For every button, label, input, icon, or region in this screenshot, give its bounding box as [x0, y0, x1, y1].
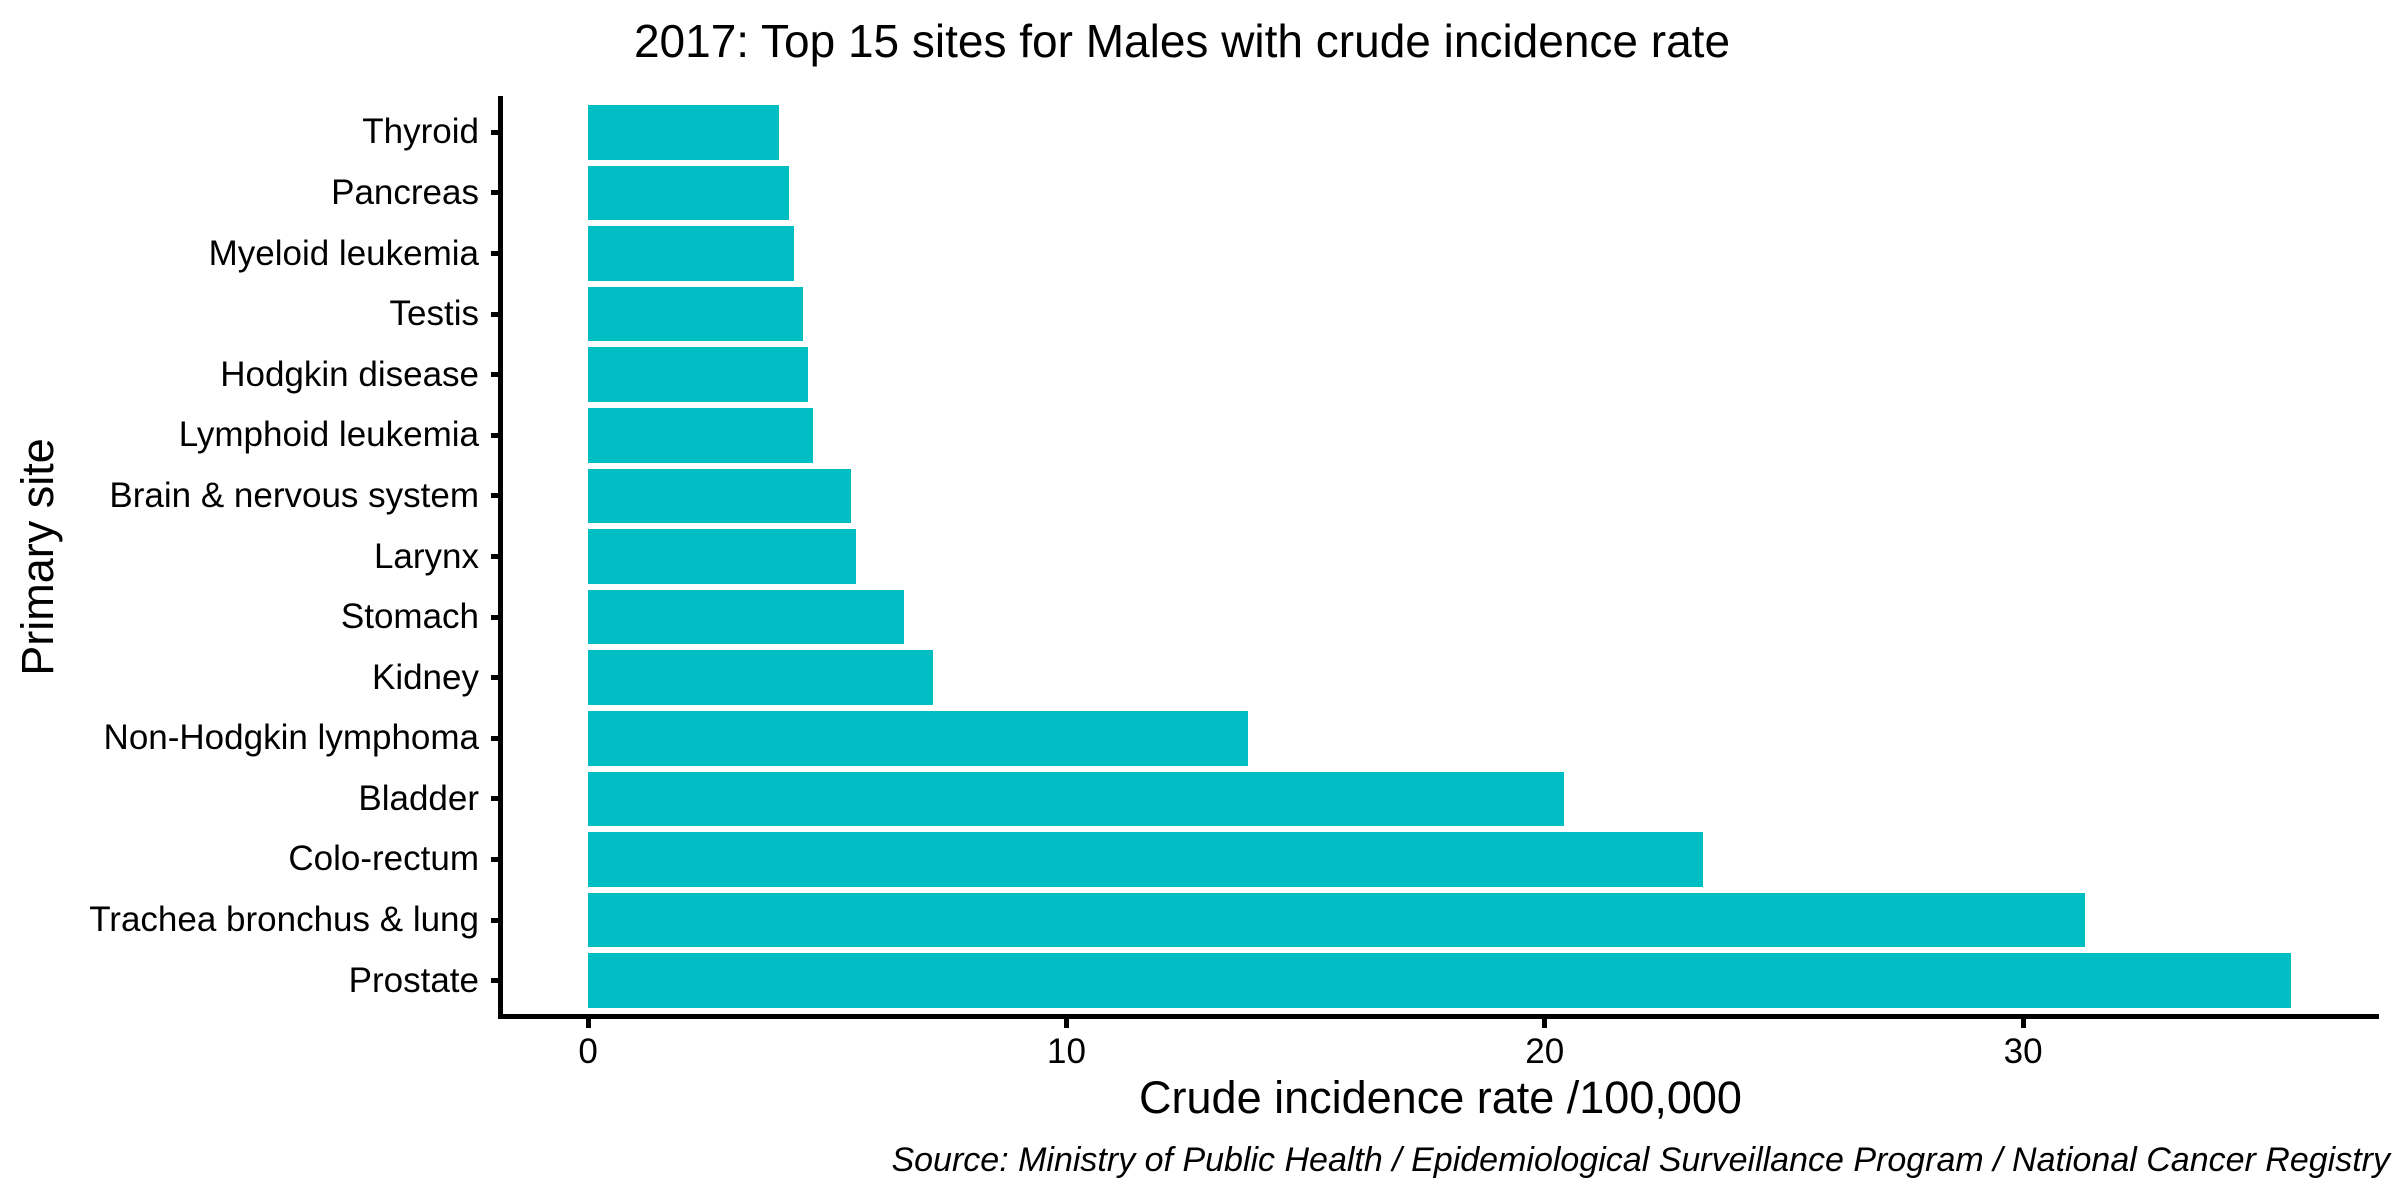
bar-testis: [588, 286, 804, 342]
y-tick: [491, 614, 503, 620]
x-axis-title: Crude incidence rate /100,000: [1139, 1072, 1742, 1123]
category-label: Non-Hodgkin lymphoma: [103, 718, 479, 758]
y-tick: [491, 554, 503, 559]
bar-hodgkin-disease: [588, 347, 809, 402]
category-label: Testis: [389, 294, 479, 334]
y-tick: [491, 796, 503, 802]
bar-brain-nervous-system: [588, 468, 852, 524]
bar-prostate: [588, 953, 2291, 1008]
bar-colo-rectum: [588, 832, 1703, 887]
y-tick: [491, 372, 503, 378]
x-tick-label: 10: [1046, 1032, 1086, 1071]
bar-trachea-bronchus-lung: [588, 892, 2086, 948]
bar-thyroid: [588, 105, 780, 160]
y-tick: [491, 917, 503, 923]
category-label: Stomach: [340, 597, 479, 637]
category-label: Brain & nervous system: [109, 475, 479, 515]
y-tick: [491, 129, 503, 135]
y-tick: [491, 311, 503, 317]
category-label: Trachea bronchus & lung: [89, 900, 479, 940]
category-label: Myeloid leukemia: [208, 233, 479, 273]
y-tick: [491, 493, 503, 499]
y-tick: [491, 190, 503, 196]
y-tick: [491, 432, 503, 438]
source-note: Source: Ministry of Public Health / Epid…: [891, 1141, 2390, 1179]
category-label: Kidney: [371, 657, 479, 697]
y-tick: [491, 735, 503, 741]
x-tick: [1542, 1017, 1548, 1028]
bar-kidney: [588, 650, 933, 705]
bar-myeloid-leukemia: [588, 226, 794, 281]
category-label: Bladder: [358, 778, 479, 818]
y-tick: [491, 978, 503, 984]
x-tick-label: 20: [1525, 1032, 1565, 1071]
category-label: Colo-rectum: [288, 839, 479, 879]
y-axis-title: Primary site: [12, 438, 63, 676]
category-label: Prostate: [348, 960, 479, 1000]
category-label: Lymphoid leukemia: [178, 415, 479, 455]
category-label: Pancreas: [331, 172, 479, 212]
bar-non-hodgkin-lymphoma: [588, 711, 1249, 766]
category-label: Larynx: [373, 536, 479, 576]
x-tick: [1063, 1017, 1069, 1028]
bar-bladder: [588, 771, 1564, 827]
x-tick-label: 0: [578, 1032, 598, 1071]
bar-larynx: [588, 529, 856, 584]
category-label: Thyroid: [362, 112, 479, 152]
y-tick: [491, 675, 503, 681]
y-tick: [491, 856, 503, 862]
x-axis-line: [498, 1014, 2379, 1019]
bar-pancreas: [588, 165, 790, 221]
category-label: Hodgkin disease: [220, 354, 479, 394]
bar-lymphoid-leukemia: [588, 408, 813, 463]
x-tick: [2020, 1017, 2026, 1028]
y-tick: [491, 251, 503, 257]
x-tick-label: 30: [2003, 1032, 2043, 1071]
bar-stomach: [588, 589, 904, 645]
chart-title: 2017: Top 15 sites for Males with crude …: [633, 15, 1731, 67]
x-tick: [585, 1017, 591, 1028]
